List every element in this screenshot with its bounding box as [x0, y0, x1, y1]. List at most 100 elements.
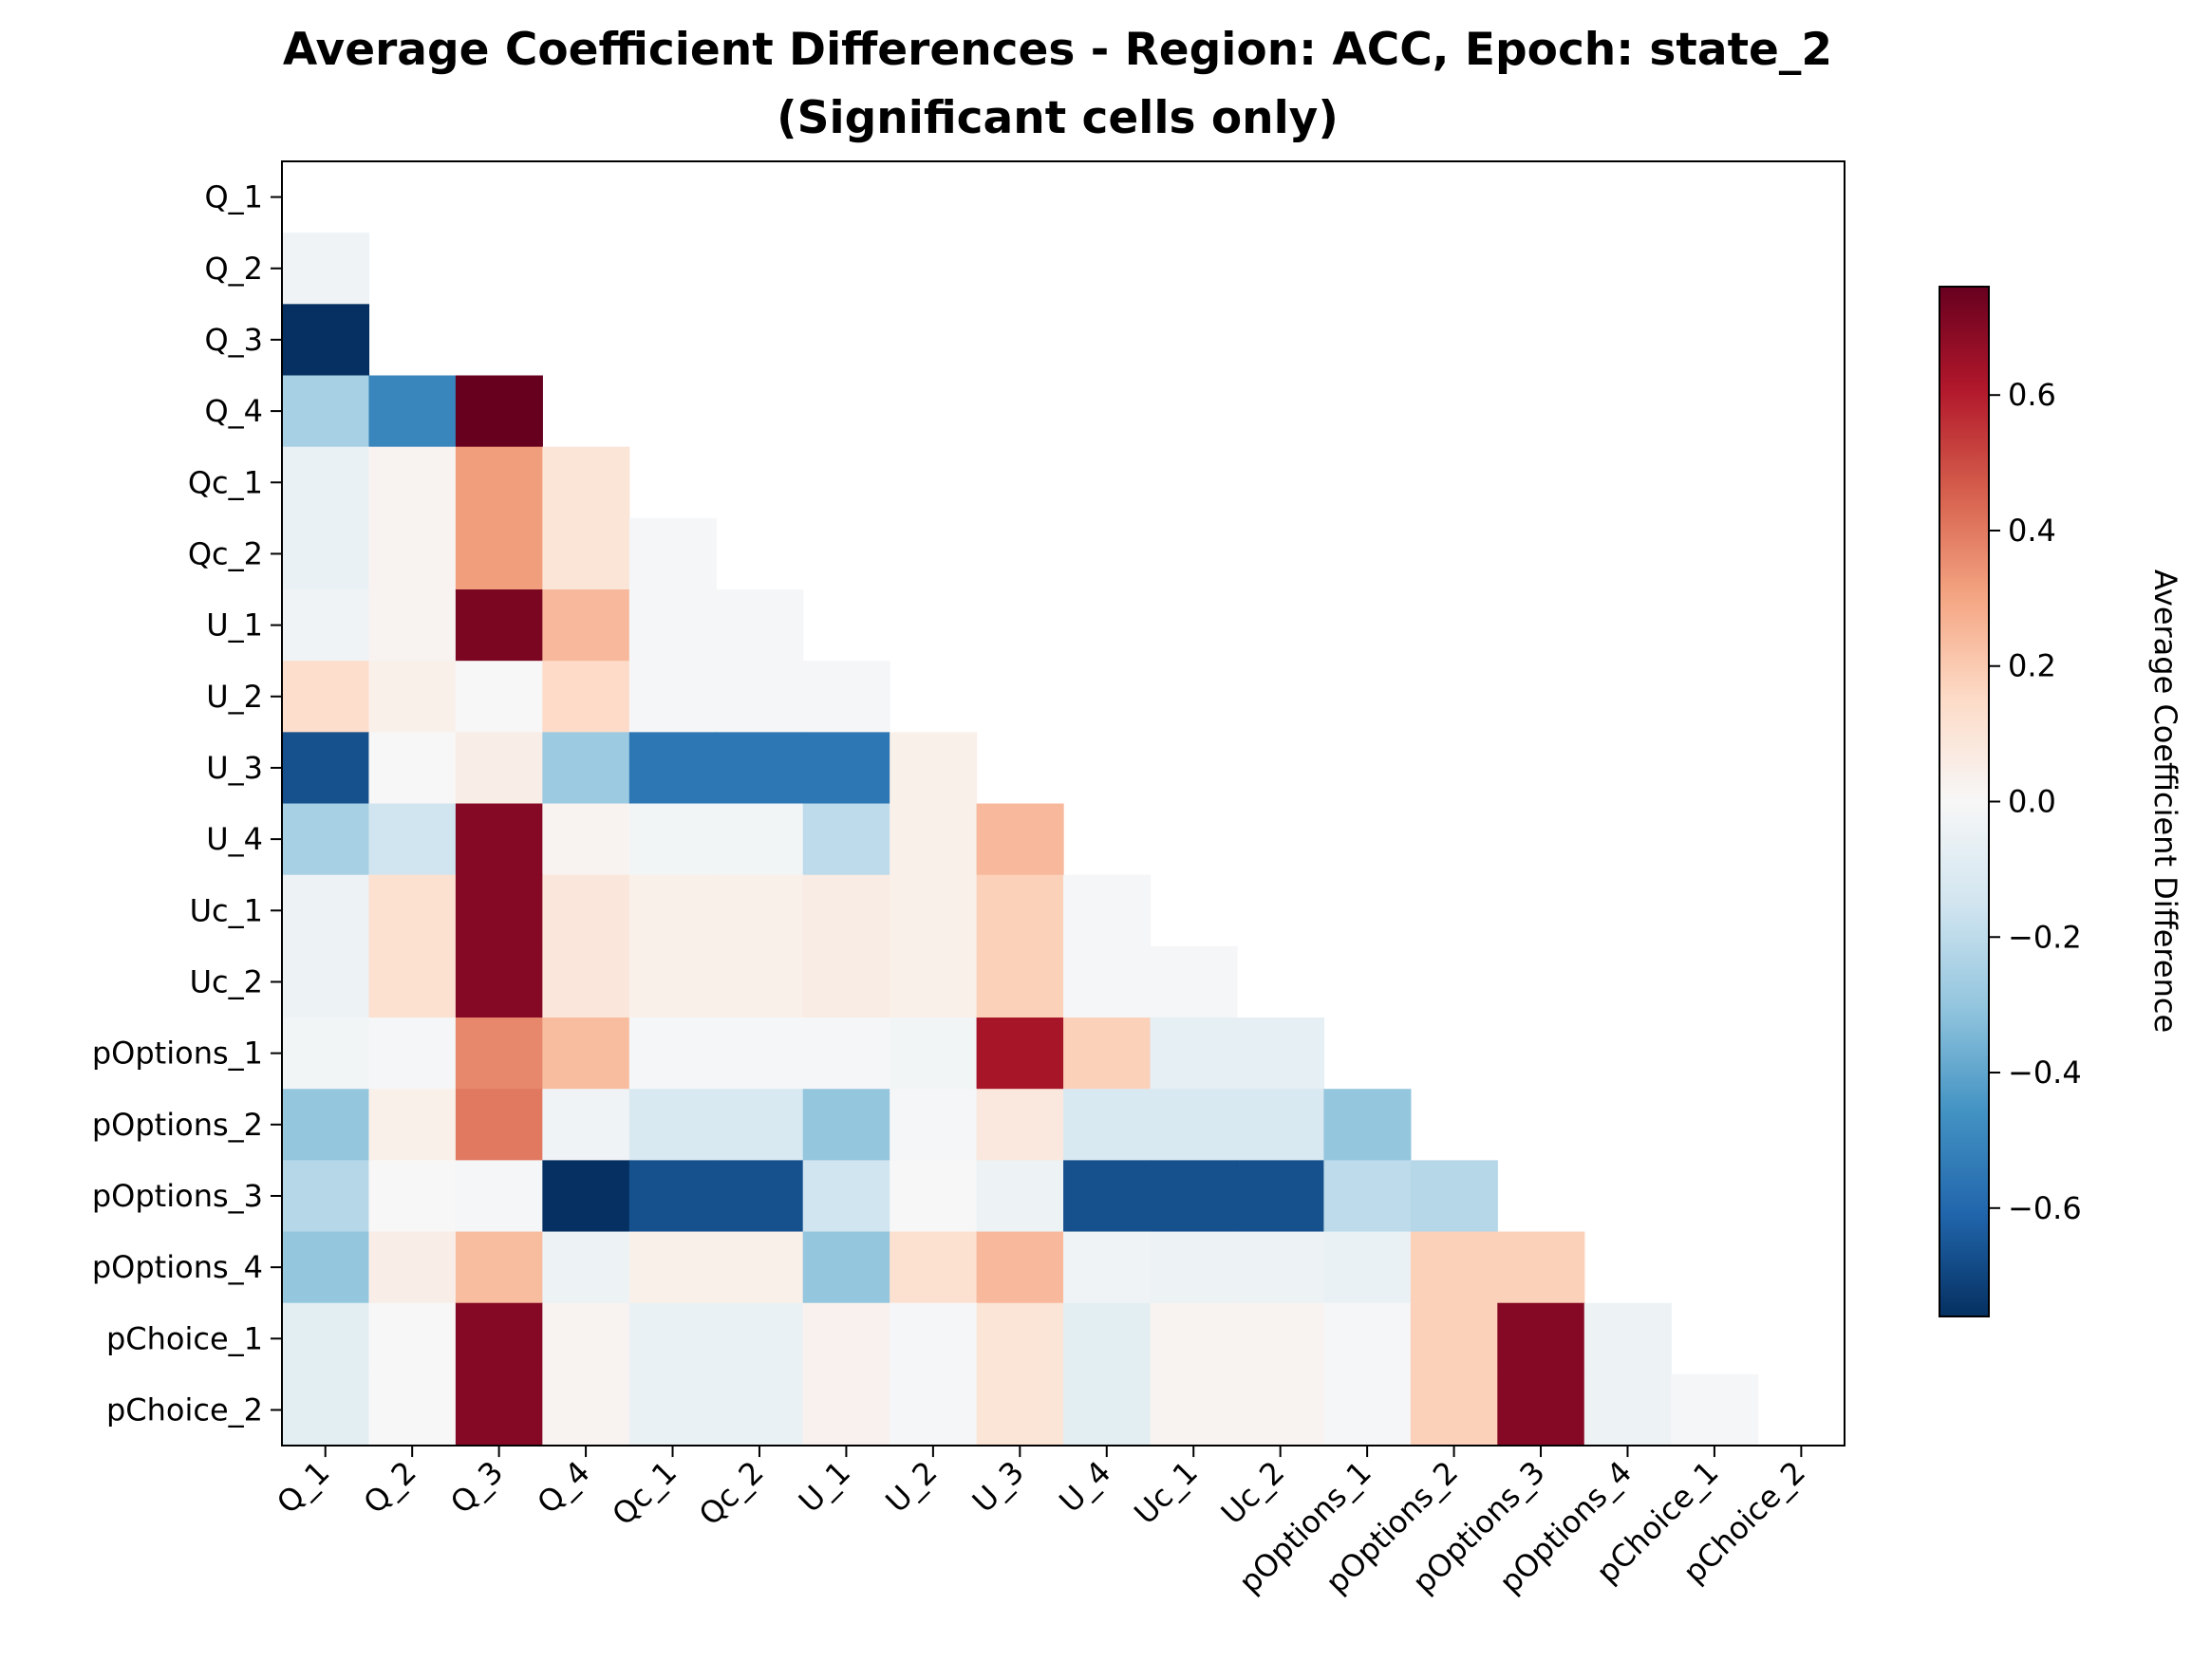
heatmap-cell: [802, 1231, 890, 1304]
heatmap-cell: [282, 1160, 370, 1233]
heatmap-cell: [1236, 1089, 1324, 1161]
heatmap-cell: [1063, 874, 1152, 947]
heatmap-cell: [282, 446, 370, 519]
heatmap-cell: [628, 1302, 717, 1375]
heatmap-cell: [368, 732, 457, 805]
heatmap-cell: [282, 803, 370, 876]
heatmap-cell: [890, 1160, 978, 1233]
heatmap-cell: [976, 1160, 1064, 1233]
heatmap-cell: [542, 1373, 630, 1447]
heatmap-cell: [368, 589, 457, 662]
heatmap-cell: [1150, 1373, 1238, 1447]
y-axis-ticks: Q_1 Q_2 Q_3 Q_4 Qc_1 Qc_2 U_1 U_2 U_3 U_4 Uc_1 Uc_2…: [92, 179, 282, 1428]
y-tick-label: Q_1: [204, 179, 263, 215]
colorbar-tick-label: 0.2: [2008, 648, 2056, 684]
heatmap-cell: [1063, 1231, 1152, 1304]
x-tick-label: Q_1: [270, 1454, 336, 1521]
heatmap-cell: [1410, 1231, 1498, 1304]
y-tick-label: pOptions_2: [92, 1107, 263, 1143]
heatmap-cell: [282, 732, 370, 805]
x-tick-label: U_4: [1052, 1454, 1117, 1520]
plot-frame: [281, 160, 1845, 1447]
heatmap-cell: [282, 304, 370, 377]
heatmap-cell: [1063, 1160, 1152, 1233]
y-tick-label: pChoice_1: [106, 1320, 263, 1356]
heatmap-cell: [802, 1089, 890, 1161]
heatmap-cell: [802, 1017, 890, 1090]
heatmap-cell: [282, 874, 370, 947]
heatmap-cell: [890, 1017, 978, 1090]
heatmap-cell: [455, 1302, 543, 1375]
heatmap-cell: [976, 1017, 1064, 1090]
heatmap-cell: [802, 661, 890, 733]
heatmap-cell: [455, 732, 543, 805]
heatmap-cell: [716, 1373, 804, 1447]
heatmap-cell: [282, 945, 370, 1018]
heatmap-cell: [1236, 1017, 1324, 1090]
heatmap-cell: [1410, 1373, 1498, 1447]
heatmap-cell: [542, 803, 630, 876]
heatmap-cell: [716, 1231, 804, 1304]
heatmap-cell: [542, 1231, 630, 1304]
chart-subtitle: (Significant cells only): [777, 92, 1339, 144]
heatmap-cell: [542, 589, 630, 662]
heatmap-cell: [1063, 1017, 1152, 1090]
heatmap-cell: [368, 803, 457, 876]
y-tick-label: U_3: [206, 750, 263, 786]
heatmap-cell: [1497, 1302, 1585, 1375]
y-tick-label: Uc_2: [190, 963, 263, 999]
heatmap-cell: [455, 517, 543, 590]
heatmap-cell: [282, 1231, 370, 1304]
heatmap-cell: [455, 1089, 543, 1161]
heatmap-cell: [1236, 1302, 1324, 1375]
y-tick-label: Q_4: [204, 393, 263, 429]
heatmap-cell: [628, 1017, 717, 1090]
heatmap-cell: [1236, 1373, 1324, 1447]
heatmap-cell: [542, 661, 630, 733]
x-tick-label: U_3: [965, 1454, 1031, 1520]
heatmap-cell: [716, 1089, 804, 1161]
heatmap-cell: [628, 732, 717, 805]
colorbar-tick-label: −0.4: [2008, 1055, 2082, 1091]
heatmap-cell: [368, 375, 457, 448]
heatmap-cell: [368, 517, 457, 590]
colorbar: [1939, 286, 1990, 1317]
heatmap-cell: [1497, 1373, 1585, 1447]
x-tick-label: U_2: [878, 1454, 944, 1520]
colorbar-tick-label: 0.0: [2008, 784, 2056, 820]
heatmap-cell: [368, 1089, 457, 1161]
heatmap-cell: [1063, 945, 1152, 1018]
heatmap-cell: [542, 1089, 630, 1161]
heatmap-cell: [802, 1302, 890, 1375]
colorbar-tick-label: −0.6: [2008, 1190, 2082, 1226]
heatmap-cell: [890, 1231, 978, 1304]
heatmap-cell: [976, 1231, 1064, 1304]
heatmap-cell: [368, 1373, 457, 1447]
heatmap-cell: [368, 661, 457, 733]
heatmap-cell: [1671, 1373, 1759, 1447]
heatmap-cell: [282, 1373, 370, 1447]
y-tick-label: pOptions_4: [92, 1249, 263, 1285]
heatmap-cell: [716, 874, 804, 947]
x-axis-ticks: Q_1 Q_2 Q_3 Q_4 Qc_1 Qc_2 U_1 U_2 U_3 U_4 Uc_1 Uc_2…: [270, 1446, 1812, 1600]
heatmap-cell: [1236, 1160, 1324, 1233]
x-tick-label: Uc_2: [1214, 1454, 1292, 1532]
heatmap-cell: [282, 1089, 370, 1161]
y-tick-label: Qc_1: [188, 464, 263, 500]
heatmap-cell: [282, 375, 370, 448]
y-tick-label: Q_2: [204, 251, 263, 287]
y-tick-label: Uc_1: [190, 892, 263, 928]
x-tick-label: Qc_2: [692, 1454, 771, 1533]
y-tick-label: U_2: [206, 679, 263, 715]
heatmap-cell: [455, 1373, 543, 1447]
colorbar-tick-label: 0.4: [2008, 513, 2056, 549]
heatmap-cell: [455, 589, 543, 662]
heatmap-cell: [976, 803, 1064, 876]
x-tick-label: Q_2: [356, 1454, 422, 1521]
heatmap-cell: [455, 945, 543, 1018]
heatmap-cell: [628, 945, 717, 1018]
heatmap-cell: [1323, 1160, 1412, 1233]
heatmap-cell: [628, 661, 717, 733]
heatmap-cell: [1583, 1373, 1672, 1447]
